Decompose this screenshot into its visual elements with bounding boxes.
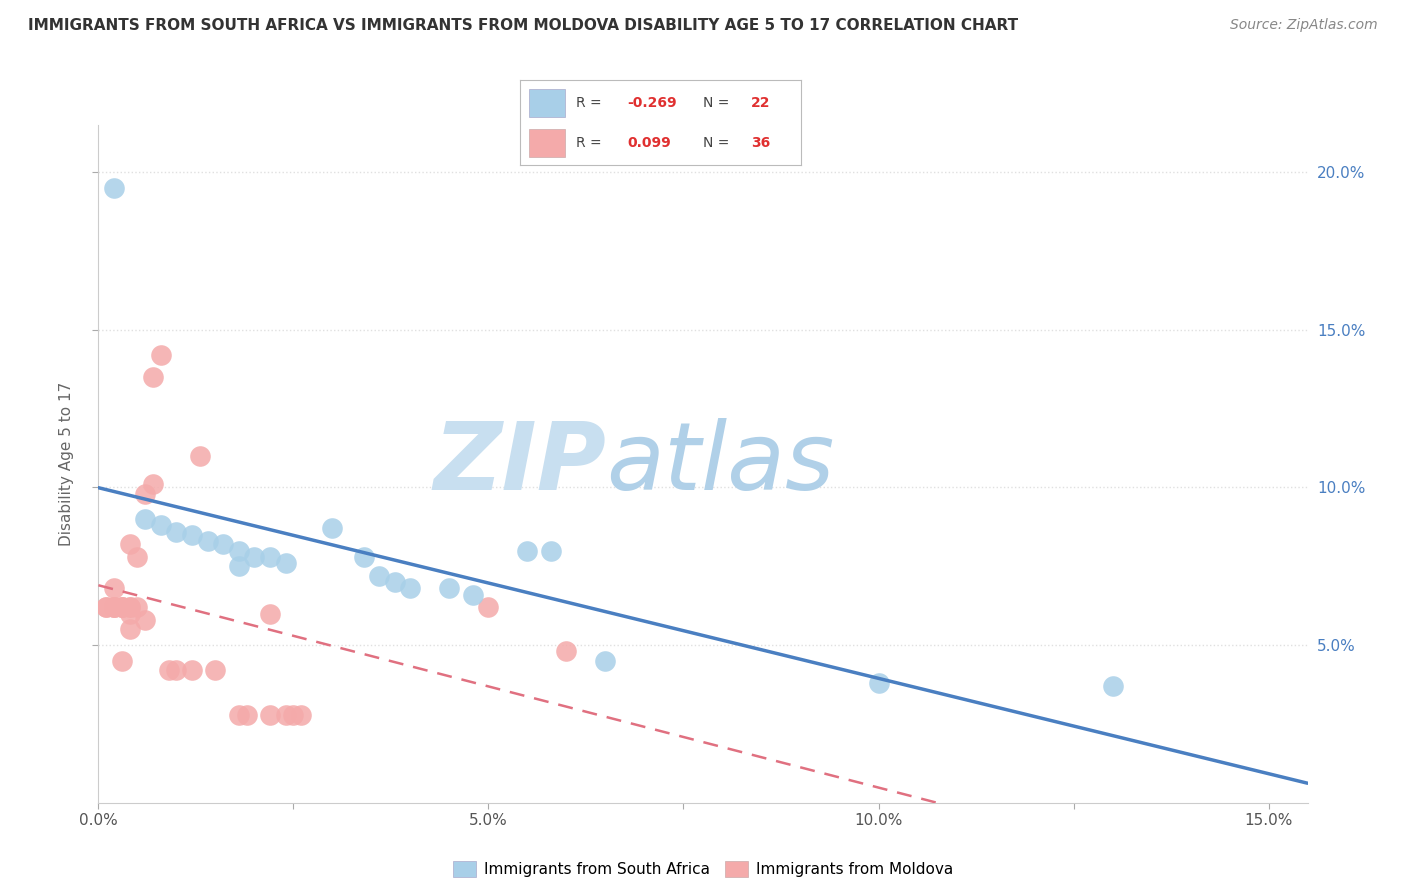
Point [181,664,204,678]
Point [399,582,422,596]
Text: 22: 22 [751,95,770,110]
Text: N =: N = [703,95,734,110]
Point [516,543,538,558]
Point [212,537,235,551]
Point [134,487,156,501]
Point [127,549,149,564]
Point [103,600,125,615]
Point [274,707,297,722]
Text: ZIP: ZIP [433,417,606,510]
Text: IMMIGRANTS FROM SOUTH AFRICA VS IMMIGRANTS FROM MOLDOVA DISABILITY AGE 5 TO 17 C: IMMIGRANTS FROM SOUTH AFRICA VS IMMIGRAN… [28,18,1018,33]
Text: 0.099: 0.099 [627,136,671,150]
Point [142,370,165,384]
Point [353,549,375,564]
Point [228,543,250,558]
Point [188,449,211,463]
Point [96,600,118,615]
Point [118,607,141,621]
Point [118,623,141,637]
Point [149,518,172,533]
Point [274,556,297,570]
Point [127,600,149,615]
Point [111,654,134,668]
Point [384,575,406,590]
Point [259,607,281,621]
Legend: Immigrants from South Africa, Immigrants from Moldova: Immigrants from South Africa, Immigrants… [447,855,959,883]
Point [439,582,461,596]
Point [111,600,134,615]
Point [118,600,141,615]
Point [243,549,266,564]
Text: R =: R = [576,95,606,110]
Point [321,521,343,535]
Point [134,512,156,526]
Point [259,707,281,722]
Point [259,549,281,564]
Point [540,543,562,558]
Point [204,664,226,678]
Text: 36: 36 [751,136,770,150]
Point [181,528,204,542]
Point [157,664,180,678]
Point [228,707,250,722]
Point [111,600,134,615]
Point [1101,679,1123,693]
Point [96,600,118,615]
Point [165,664,187,678]
FancyBboxPatch shape [529,128,565,157]
Point [103,600,125,615]
Point [111,600,134,615]
Text: atlas: atlas [606,418,835,509]
Y-axis label: Disability Age 5 to 17: Disability Age 5 to 17 [59,382,75,546]
Text: -0.269: -0.269 [627,95,676,110]
Point [283,707,305,722]
Point [103,181,125,195]
Point [290,707,312,722]
Point [868,676,890,690]
Point [134,613,156,627]
Point [555,644,578,658]
Point [477,600,499,615]
Point [149,348,172,362]
Point [142,477,165,491]
FancyBboxPatch shape [529,89,565,117]
Point [118,537,141,551]
Point [228,559,250,574]
Point [595,654,617,668]
Point [103,582,125,596]
Point [235,707,257,722]
Point [103,600,125,615]
Text: N =: N = [703,136,734,150]
Point [197,534,219,549]
Point [165,524,187,539]
Text: R =: R = [576,136,606,150]
Point [118,600,141,615]
Point [368,568,391,582]
Text: Source: ZipAtlas.com: Source: ZipAtlas.com [1230,18,1378,32]
Point [461,588,484,602]
